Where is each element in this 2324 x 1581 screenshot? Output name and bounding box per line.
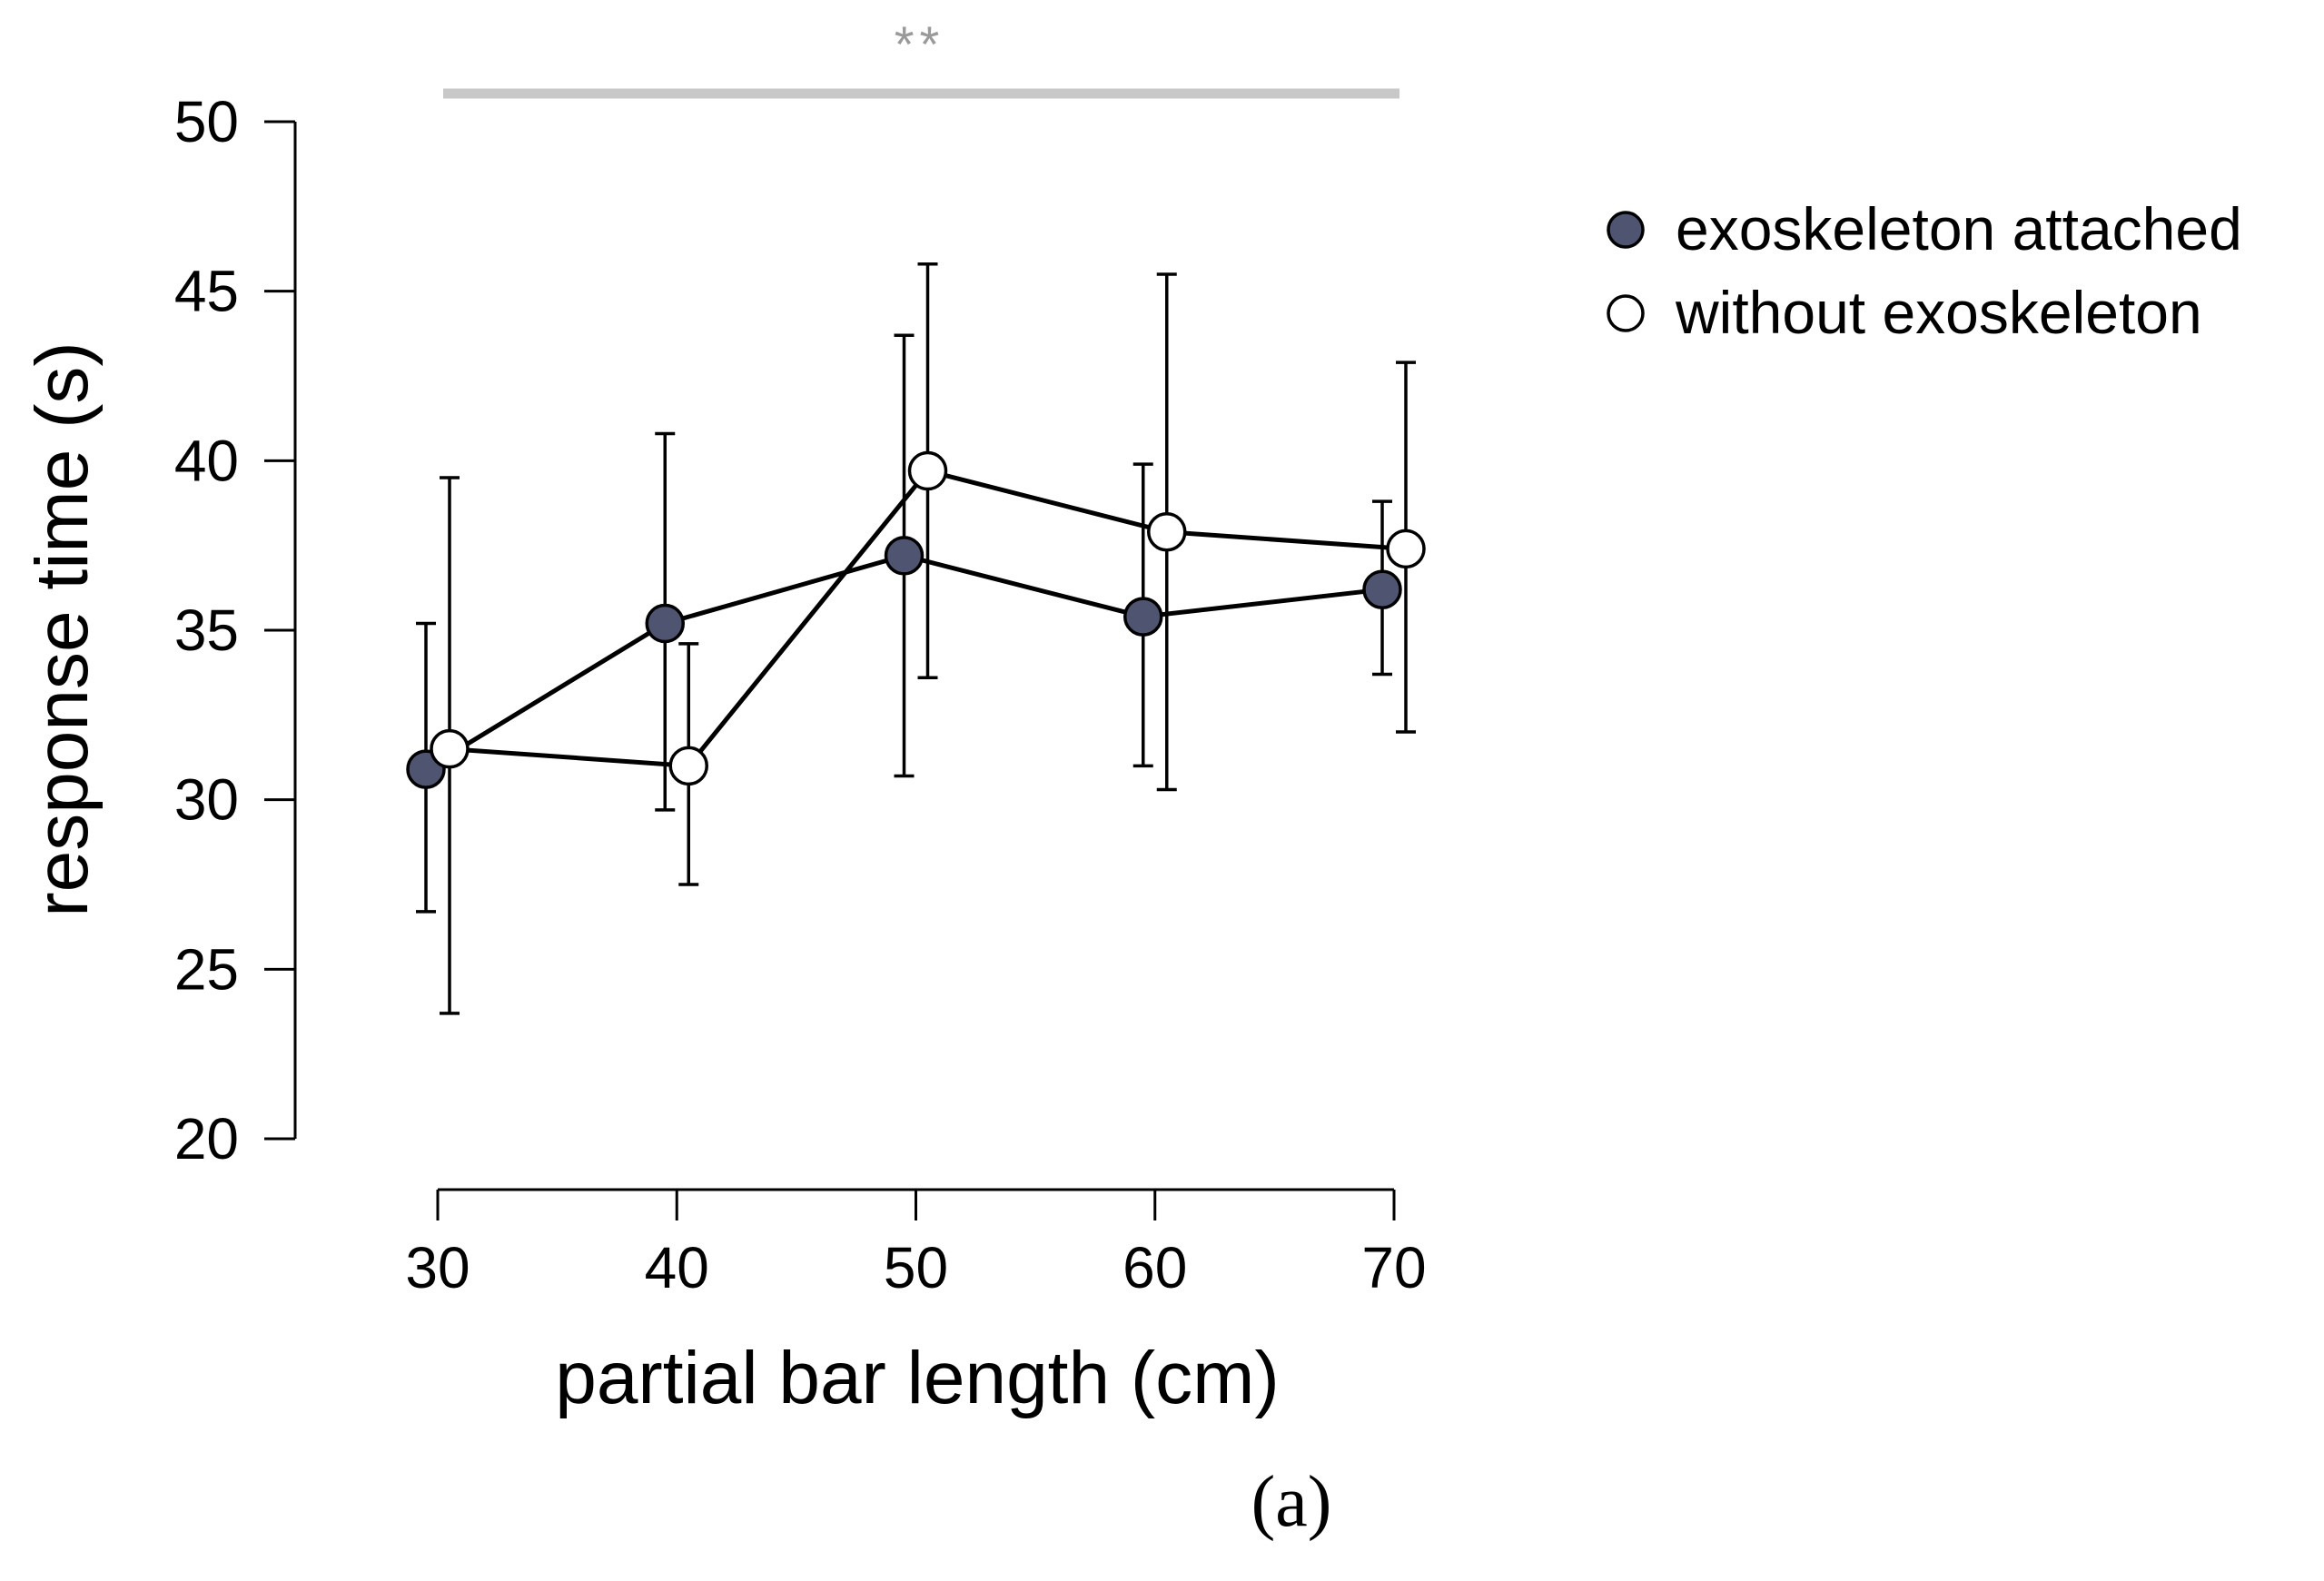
series-2 bbox=[430, 262, 1426, 1015]
legend-label-1: exoskeleton attached bbox=[1676, 195, 2242, 262]
y-tick-label-20: 20 bbox=[174, 1106, 239, 1171]
y-tick-label-35: 35 bbox=[174, 598, 239, 663]
y-axis: 20 25 30 35 40 45 50 bbox=[174, 89, 297, 1171]
significance-label: ** bbox=[895, 15, 945, 73]
series-2-point-30 bbox=[430, 728, 470, 769]
series-1-point-40 bbox=[645, 603, 685, 644]
x-tick-label-70: 70 bbox=[1361, 1235, 1426, 1300]
series-2-point-50 bbox=[907, 450, 948, 491]
y-axis-title: response time (s) bbox=[21, 341, 104, 916]
series-2-point-60 bbox=[1147, 511, 1187, 552]
y-tick-label-50: 50 bbox=[174, 89, 239, 154]
significance-annotation: ** bbox=[443, 15, 1399, 99]
series-1-point-70 bbox=[1362, 569, 1402, 609]
legend: exoskeleton attached without exoskeleton bbox=[1607, 195, 2242, 346]
series-1-point-60 bbox=[1123, 597, 1163, 637]
series-1-point-50 bbox=[884, 536, 925, 576]
legend-marker-2 bbox=[1607, 294, 1645, 332]
series-2-point-40 bbox=[668, 746, 708, 786]
x-axis-title: partial bar length (cm) bbox=[555, 1337, 1280, 1419]
data-series bbox=[406, 262, 1426, 1015]
y-tick-label-40: 40 bbox=[174, 428, 239, 493]
y-tick-label-30: 30 bbox=[174, 767, 239, 833]
series-1 bbox=[406, 333, 1402, 914]
x-tick-label-40: 40 bbox=[645, 1235, 709, 1300]
x-tick-label-60: 60 bbox=[1122, 1235, 1187, 1300]
series-2-point-70 bbox=[1386, 529, 1426, 569]
panel-label: (a) bbox=[1251, 1462, 1332, 1542]
y-tick-label-45: 45 bbox=[174, 259, 239, 324]
legend-label-2: without exoskeleton bbox=[1675, 279, 2202, 346]
y-tick-label-25: 25 bbox=[174, 936, 239, 1002]
x-tick-label-30: 30 bbox=[405, 1235, 470, 1300]
x-axis: 30 40 50 60 70 bbox=[405, 1188, 1427, 1300]
x-tick-label-50: 50 bbox=[884, 1235, 948, 1300]
legend-marker-1 bbox=[1607, 211, 1645, 249]
